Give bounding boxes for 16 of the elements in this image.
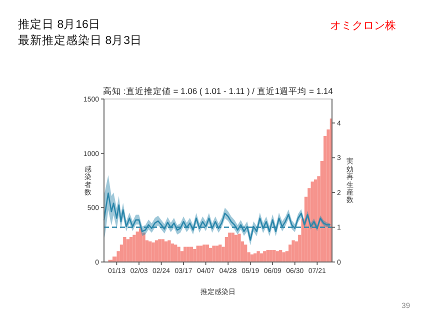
text: オミクロン株: [330, 19, 396, 32]
bar: [206, 244, 209, 262]
bar: [177, 246, 180, 262]
chart-title: 高知 :直近推定値 = 1.06 ( 1.01 - 1.11 ) / 直近1週平均 = 1.14: [103, 86, 334, 96]
bar: [244, 244, 248, 262]
bar: [142, 232, 146, 262]
line-series: [103, 192, 331, 241]
bar: [292, 240, 295, 262]
bar: [310, 182, 314, 262]
bar: [138, 228, 142, 262]
bar: [288, 244, 292, 262]
text: 最新推定感染日 8月3日: [18, 33, 142, 47]
bar: [238, 234, 241, 262]
text: 推定日 8月16日: [18, 17, 100, 31]
bar: [184, 246, 187, 262]
bar: [123, 237, 126, 262]
